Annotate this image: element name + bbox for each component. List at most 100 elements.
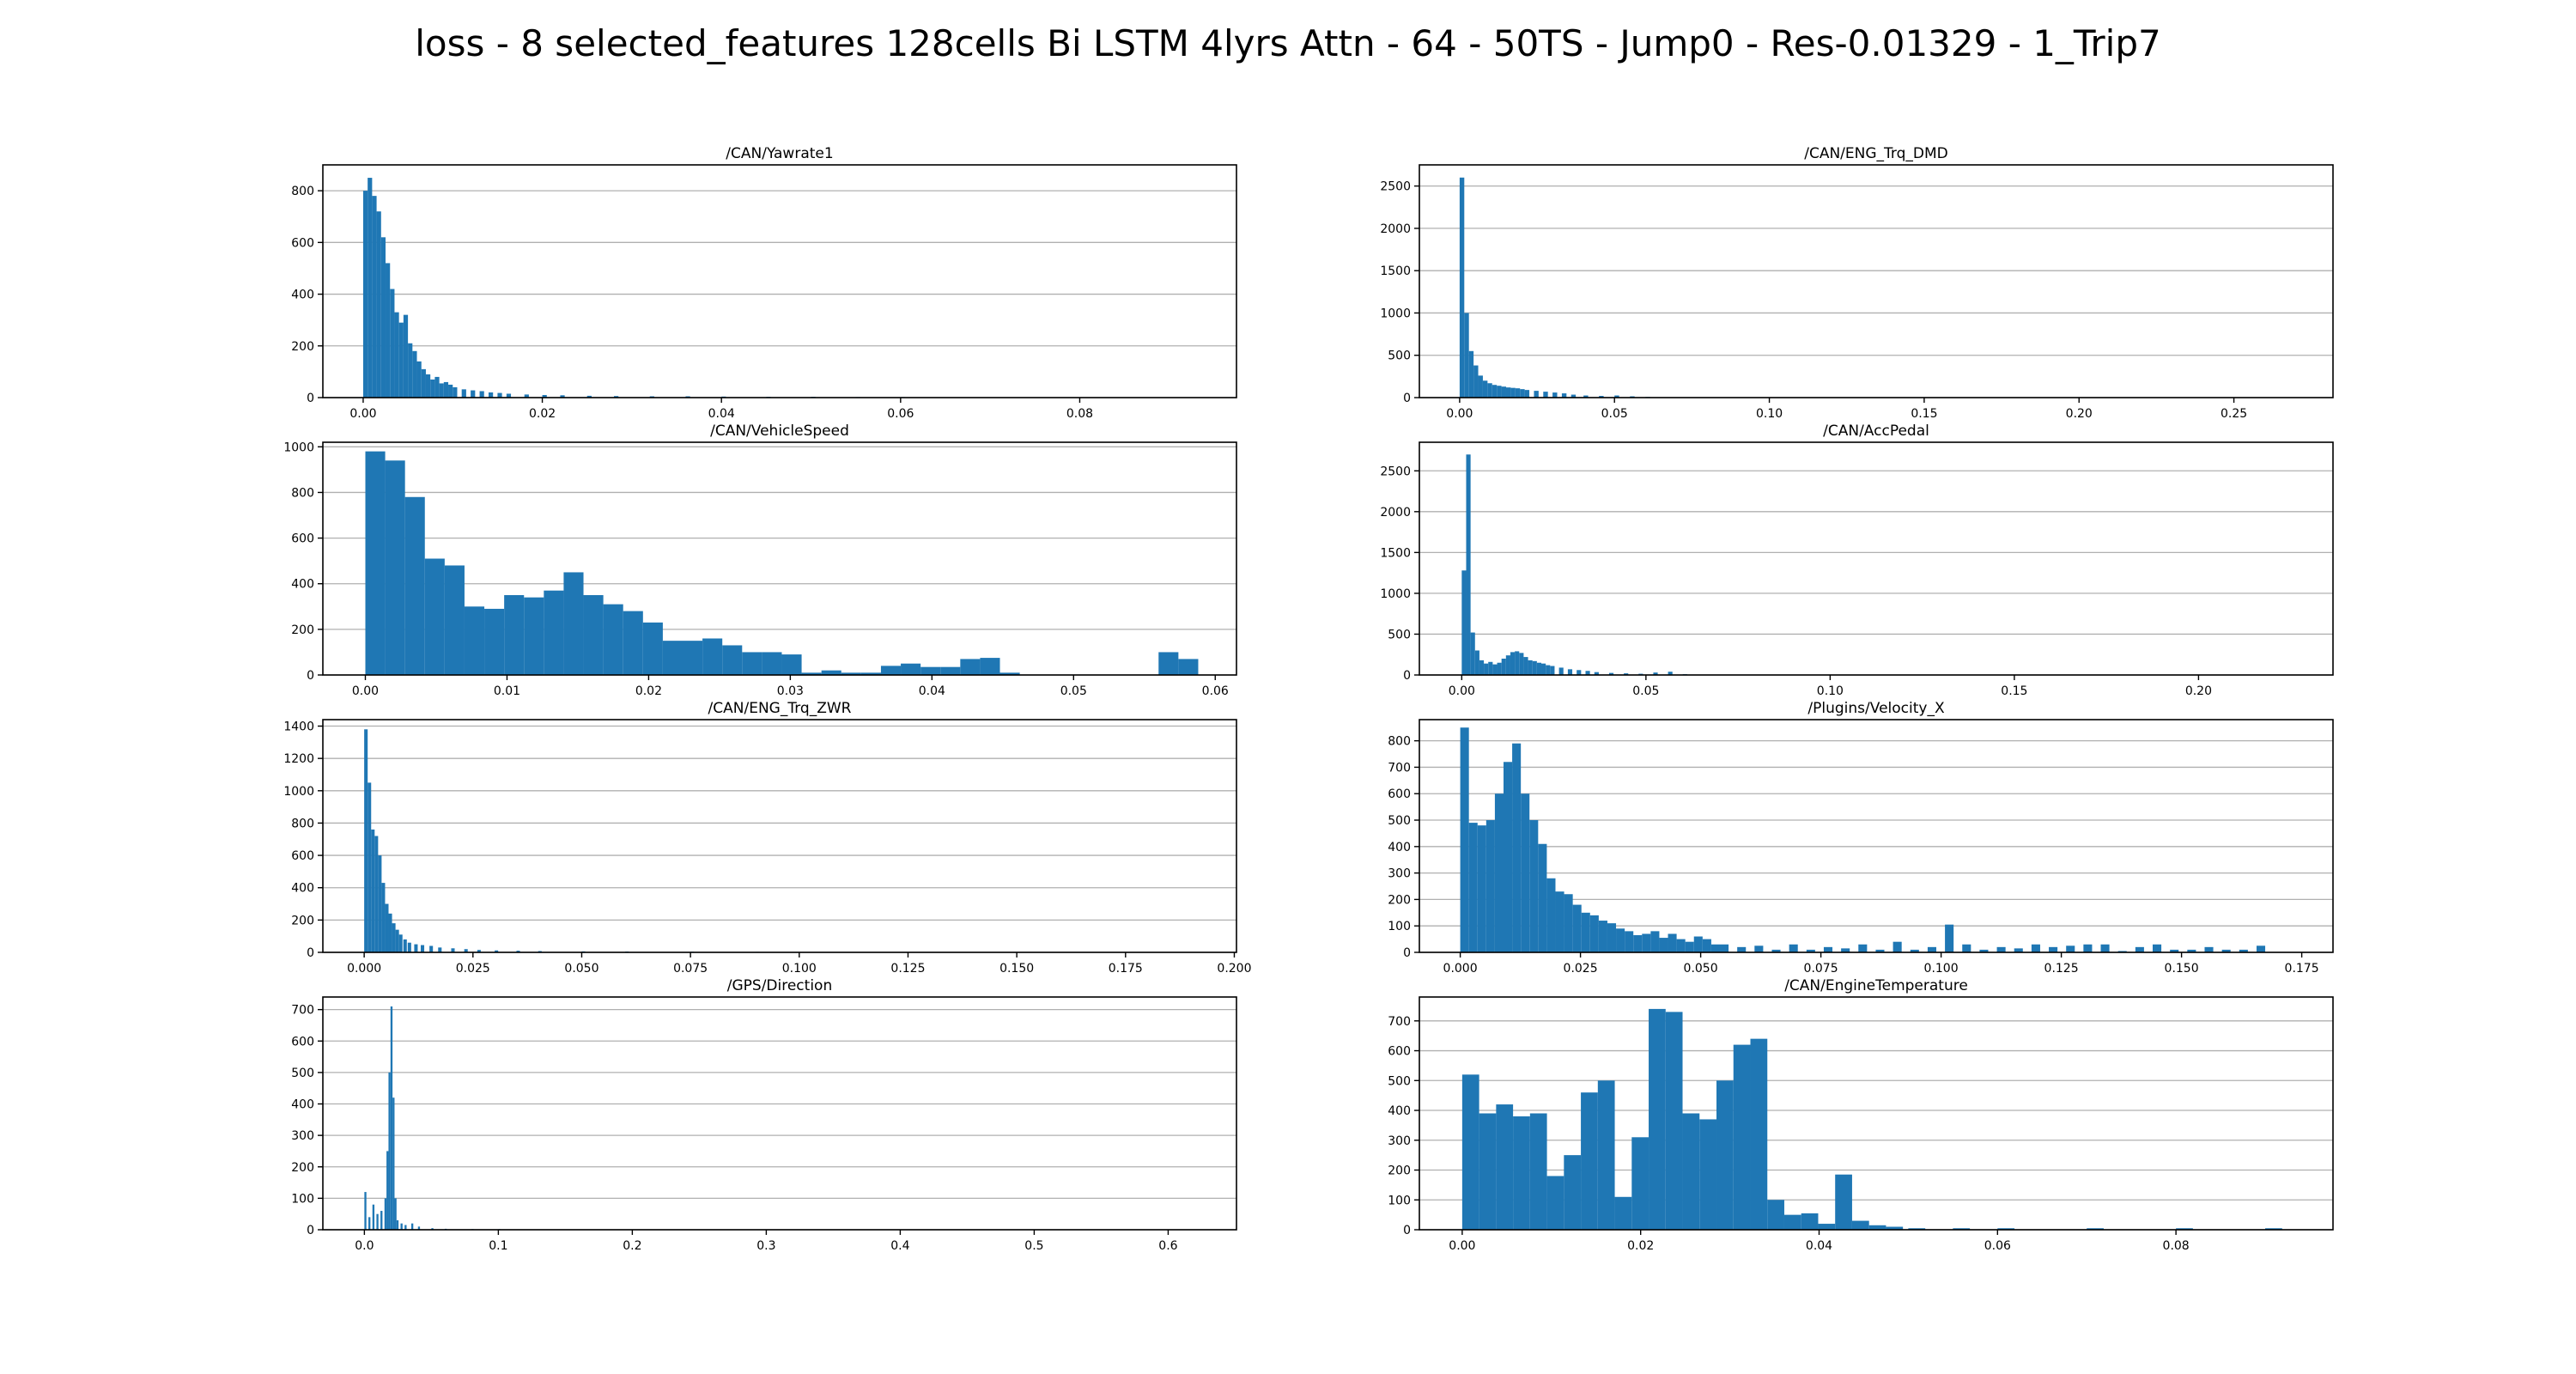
histogram-bar	[1528, 660, 1533, 675]
y-tick-label: 1400	[283, 720, 314, 734]
x-tick-label: 0.00	[352, 684, 379, 698]
y-tick-label: 0	[1403, 669, 1411, 683]
histogram-bar	[1858, 944, 1868, 952]
x-tick-label: 0.200	[1217, 962, 1251, 976]
histogram-bar	[1716, 1080, 1734, 1230]
histogram-bar	[560, 395, 565, 398]
histogram-bar	[1497, 662, 1502, 675]
histogram-bar	[2153, 944, 2162, 952]
histogram-bar	[1482, 380, 1488, 398]
histogram-bar	[642, 622, 663, 675]
histogram-bar	[403, 939, 407, 952]
y-tick-label: 1000	[1380, 587, 1411, 601]
histogram-bar	[1552, 392, 1558, 398]
histogram-bar	[381, 883, 386, 952]
histogram-bar	[1608, 672, 1614, 675]
x-tick-label: 0.02	[529, 407, 556, 421]
histogram-bar	[1546, 878, 1556, 952]
x-tick-label: 0.00	[1449, 1239, 1475, 1253]
histogram-bar	[430, 379, 435, 398]
histogram-bar	[1699, 1119, 1717, 1230]
histogram-bar	[2239, 949, 2248, 952]
x-tick-label: 0.06	[887, 407, 914, 421]
x-tick-label: 0.175	[2285, 962, 2319, 976]
histogram-bar	[362, 191, 368, 398]
histogram-bar	[431, 1228, 434, 1230]
histogram-bar	[1633, 934, 1643, 952]
histogram-bar	[1653, 672, 1658, 675]
y-tick-label: 500	[291, 1067, 314, 1080]
axes-frame	[322, 719, 1237, 953]
x-tick-label: 0.125	[2044, 962, 2079, 976]
histogram-bar	[781, 654, 802, 675]
histogram-bar	[1501, 386, 1506, 398]
y-tick-label: 0	[307, 669, 314, 683]
histogram-bar	[563, 572, 584, 675]
panel-title: /CAN/AccPedal	[1823, 423, 1929, 440]
histogram-bar	[403, 314, 409, 398]
x-tick-label: 0.01	[494, 684, 520, 698]
histogram-bar	[400, 1223, 403, 1230]
histogram-bar	[1477, 825, 1486, 952]
x-tick-label: 0.08	[2163, 1239, 2190, 1253]
histogram-bar	[1581, 1092, 1598, 1230]
histogram-bar	[1158, 652, 1179, 675]
histogram-bar	[1510, 387, 1516, 398]
histogram-bar	[1979, 949, 1989, 952]
histogram-bar	[497, 392, 502, 398]
histogram-bar	[1510, 652, 1516, 675]
histogram-bar	[392, 923, 396, 952]
histogram-bar	[662, 641, 683, 675]
histogram-bar	[1487, 383, 1492, 398]
histogram-bar	[1789, 944, 1798, 952]
histogram-bar	[1841, 948, 1850, 952]
histogram-bar	[398, 322, 404, 398]
y-tick-label: 0	[307, 946, 314, 960]
y-tick-label: 200	[291, 623, 314, 637]
histogram-bar	[920, 666, 941, 675]
histogram-bar	[901, 663, 921, 675]
histogram-bar	[448, 384, 453, 398]
x-tick-label: 0.125	[890, 962, 925, 976]
histogram-bar	[404, 1225, 407, 1230]
x-tick-label: 0.08	[1066, 407, 1093, 421]
y-tick-label: 500	[1388, 350, 1411, 363]
histogram-bar	[385, 903, 389, 952]
histogram-bar	[1473, 365, 1479, 398]
histogram-bar	[1893, 941, 1902, 952]
x-tick-label: 0.6	[1158, 1239, 1177, 1253]
y-tick-label: 0	[307, 392, 314, 405]
histogram-bar	[1529, 1113, 1547, 1230]
histogram-bar	[1720, 944, 1729, 952]
histogram-bar	[1754, 945, 1764, 952]
histogram-bar	[1459, 177, 1465, 398]
x-tick-label: 0.06	[1202, 684, 1229, 698]
x-tick-label: 0.10	[1817, 684, 1844, 698]
histogram-bar	[1529, 820, 1539, 952]
x-tick-label: 0.4	[890, 1239, 909, 1253]
histogram-bar	[880, 666, 902, 675]
histogram-bar	[2265, 1228, 2282, 1230]
histogram-bar	[1515, 651, 1520, 675]
x-tick-label: 0.00	[349, 407, 376, 421]
histogram-bar	[439, 383, 444, 398]
panel-title: /CAN/Yawrate1	[726, 145, 833, 162]
histogram-bar	[1461, 570, 1467, 675]
histogram-bar	[1485, 820, 1495, 952]
histogram-bar	[1750, 1038, 1768, 1230]
y-tick-label: 400	[291, 882, 314, 896]
histogram-bar	[2049, 946, 2058, 952]
histogram-bar	[1594, 672, 1599, 675]
histogram-bar	[1616, 928, 1625, 952]
histogram-bar	[1541, 663, 1546, 675]
histogram-bar	[544, 590, 564, 675]
histogram-bar	[398, 934, 403, 952]
y-tick-label: 400	[291, 578, 314, 592]
y-tick-label: 700	[1388, 761, 1411, 775]
histogram-bar	[392, 1097, 395, 1230]
histogram-bar	[1524, 390, 1530, 398]
histogram-vehicle-speed: /CAN/VehicleSpeed 0 200 400 600 800 1000 0.00 0…	[283, 423, 1237, 698]
histogram-bar	[1676, 939, 1686, 952]
histogram-bar	[484, 608, 505, 675]
histogram-bar	[1546, 665, 1551, 675]
